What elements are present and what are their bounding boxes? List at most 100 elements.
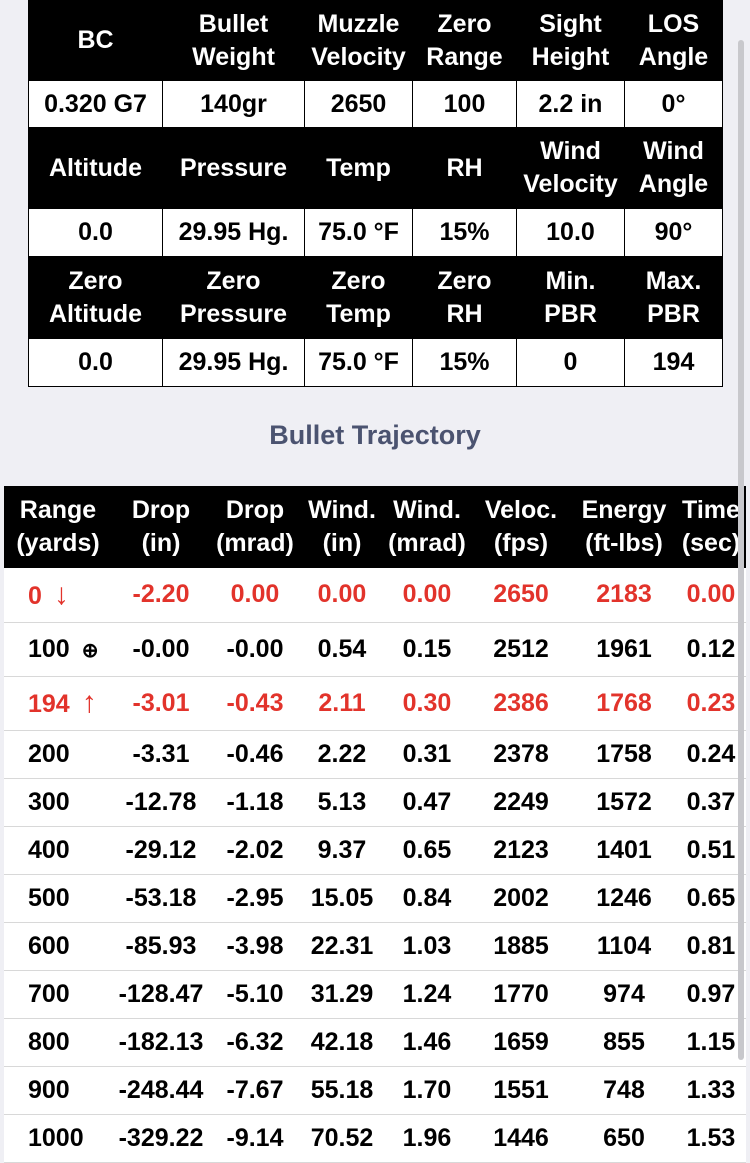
cell-text: 0.47 xyxy=(402,787,452,816)
cell-text: Wind xyxy=(643,137,704,165)
data-cell: 1.46 xyxy=(384,1018,470,1067)
value-cell: 0 xyxy=(516,338,625,387)
cell-text: Zero xyxy=(437,9,492,38)
settings-table: BC Bullet Weight Muzzle Velocity Zero Range Sig… xyxy=(28,0,723,387)
cell-text: Range xyxy=(426,42,503,71)
cell-text: -1.18 xyxy=(226,787,284,816)
cell-text: 300 xyxy=(28,787,70,816)
data-row: 194 ↑ -3.01 -0.43 2.11 0.30 2386 1768 0.23 xyxy=(4,676,746,731)
cell-text: 1.53 xyxy=(686,1123,736,1152)
value-cell: 90° xyxy=(624,208,723,257)
cell-text: (mrad) xyxy=(216,529,294,557)
data-cell: 300 xyxy=(4,778,112,827)
cell-text: 1885 xyxy=(493,931,549,960)
data-cell: 2378 xyxy=(470,730,572,779)
cell-text: 2.11 xyxy=(318,688,366,717)
cell-text: 0.0 xyxy=(78,348,113,376)
header-cell: Wind. (in) xyxy=(300,486,384,568)
cell-text: 15% xyxy=(439,348,490,376)
cell-text: 0.30 xyxy=(402,688,452,717)
cell-text: -2.95 xyxy=(226,883,284,912)
value-cell: 0.0 xyxy=(28,338,163,387)
data-cell: 0.65 xyxy=(676,874,746,923)
cell-text: 0.320 G7 xyxy=(44,89,147,118)
cell-text: Zero xyxy=(331,266,386,295)
data-row: 600 -85.93 -3.98 22.31 1.03 1885 1104 0.81 xyxy=(4,922,746,971)
data-row: 800 -182.13 -6.32 42.18 1.46 1659 855 1.15 xyxy=(4,1018,746,1067)
data-row: 200 -3.31 -0.46 2.22 0.31 2378 1758 0.24 xyxy=(4,730,746,779)
data-cell: 0.00 xyxy=(676,568,746,623)
data-cell: 0.24 xyxy=(676,730,746,779)
cell-text: PBR xyxy=(544,299,597,328)
cell-text: 0.00 xyxy=(686,580,736,609)
header-row: Zero Altitude Zero Pressure Zero Temp Zero RH Mi… xyxy=(28,256,723,339)
cell-text: 0.81 xyxy=(686,931,736,960)
scrollbar[interactable] xyxy=(738,40,744,1060)
data-row: 500 -53.18 -2.95 15.05 0.84 2002 1246 0.65 xyxy=(4,874,746,923)
value-row: 0.0 29.95 Hg. 75.0 °F 15% 10.0 90° xyxy=(28,208,723,257)
cell-text: 2650 xyxy=(330,89,387,118)
cell-text: 1572 xyxy=(596,787,652,816)
cell-text: Energy xyxy=(581,496,667,524)
data-cell: 1.15 xyxy=(676,1018,746,1067)
section-title: Bullet Trajectory xyxy=(269,420,481,450)
cell-text: 0.31 xyxy=(402,739,452,768)
data-cell: 0.54 xyxy=(300,622,384,677)
data-cell: 0.30 xyxy=(384,676,470,731)
data-cell: 0.84 xyxy=(384,874,470,923)
header-cell: Zero Range xyxy=(412,0,517,81)
cell-text: 29.95 Hg. xyxy=(178,348,289,376)
data-cell: -53.18 xyxy=(112,874,210,923)
cell-text: (yards) xyxy=(16,529,100,557)
cell-text: Temp xyxy=(326,299,391,328)
cell-text: 5.13 xyxy=(317,787,367,816)
cell-text: 0.97 xyxy=(686,979,736,1008)
cell-text: 70.52 xyxy=(310,1123,374,1152)
data-cell: 1104 xyxy=(572,922,676,971)
data-cell: 1.24 xyxy=(384,970,470,1019)
cell-text: 650 xyxy=(603,1123,645,1152)
cell-text: Wind. xyxy=(308,496,376,524)
data-cell: 5.13 xyxy=(300,778,384,827)
data-cell: 1961 xyxy=(572,622,676,677)
data-cell: -2.95 xyxy=(210,874,300,923)
header-row: Altitude Pressure Temp RH Wind Velocity Wind An… xyxy=(28,127,723,209)
value-cell: 75.0 °F xyxy=(304,338,413,387)
cell-text: 1659 xyxy=(493,1027,549,1056)
cell-text: 2512 xyxy=(493,634,549,663)
data-cell: -1.18 xyxy=(210,778,300,827)
cell-text: -7.67 xyxy=(226,1075,284,1104)
data-cell: -12.78 xyxy=(112,778,210,827)
header-cell: Temp xyxy=(304,127,413,209)
data-row: 400 -29.12 -2.02 9.37 0.65 2123 1401 0.51 xyxy=(4,826,746,875)
cell-text: 1.15 xyxy=(686,1027,736,1056)
data-row: 900 -248.44 -7.67 55.18 1.70 1551 748 1.33 xyxy=(4,1066,746,1115)
cell-text: 748 xyxy=(603,1075,645,1104)
data-cell: 0 ↓ xyxy=(4,568,112,623)
data-cell: 0.31 xyxy=(384,730,470,779)
cell-text: -3.98 xyxy=(226,931,284,960)
cell-text: (ft-lbs) xyxy=(585,529,663,557)
data-cell: 22.31 xyxy=(300,922,384,971)
data-cell: 194 ↑ xyxy=(4,676,112,731)
cell-text: 55.18 xyxy=(310,1075,374,1104)
header-cell: Muzzle Velocity xyxy=(304,0,413,81)
cell-text: 10.0 xyxy=(546,218,595,246)
header-row: BC Bullet Weight Muzzle Velocity Zero Range Sig… xyxy=(28,0,723,81)
cell-text: 0 xyxy=(28,581,42,610)
header-cell: Sight Height xyxy=(516,0,625,81)
value-cell: 15% xyxy=(412,208,517,257)
cell-text: 0.00 xyxy=(230,580,280,609)
data-cell: 2.11 xyxy=(300,676,384,731)
value-cell: 0.320 G7 xyxy=(28,80,163,128)
data-cell: -5.10 xyxy=(210,970,300,1019)
value-cell: 2.2 in xyxy=(516,80,625,128)
cell-text: -0.46 xyxy=(226,739,284,768)
data-cell: -29.12 xyxy=(112,826,210,875)
cell-text: -12.78 xyxy=(125,787,197,816)
cell-text: -3.01 xyxy=(132,688,190,717)
cell-text: 1000 xyxy=(28,1123,84,1152)
data-cell: 1.03 xyxy=(384,922,470,971)
data-cell: -3.01 xyxy=(112,676,210,731)
cell-text: 1.33 xyxy=(686,1075,736,1104)
